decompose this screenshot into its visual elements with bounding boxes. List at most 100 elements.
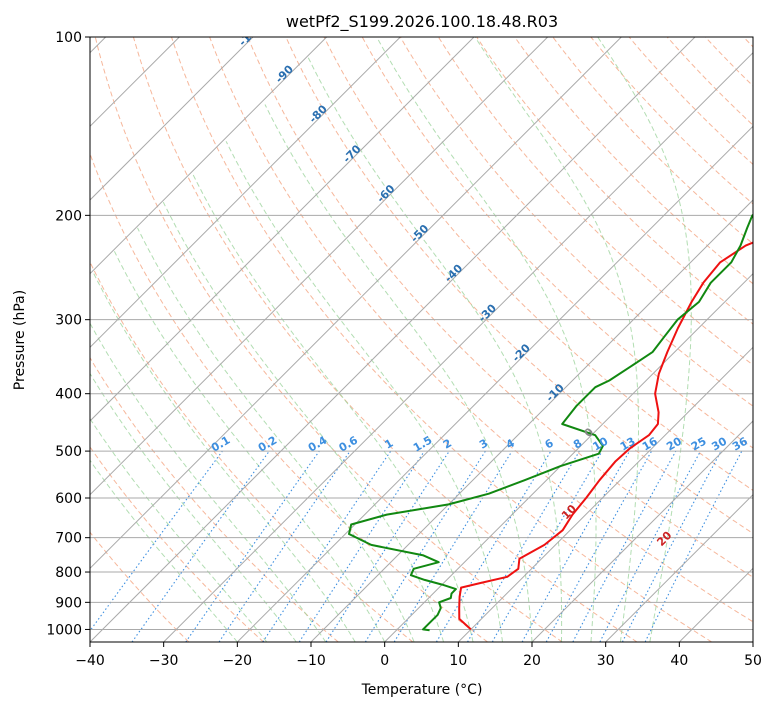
isotherm-line bbox=[90, 37, 622, 570]
isotherm-line bbox=[90, 37, 696, 642]
x-tick-label: 30 bbox=[597, 653, 615, 669]
dry-adiabat-line bbox=[209, 37, 753, 623]
y-tick-label: 600 bbox=[55, 491, 82, 507]
y-tick-label: 900 bbox=[55, 595, 82, 611]
dry-adiabat-line bbox=[437, 37, 753, 366]
dry-adiabat-line bbox=[90, 446, 264, 642]
dry-adiabat-label: 30 bbox=[757, 556, 775, 576]
moist-adiabat-line bbox=[90, 322, 327, 642]
isotherm-label: -40 bbox=[442, 262, 465, 285]
y-tick-label: 500 bbox=[55, 444, 82, 460]
mixing-ratio-label: 1 bbox=[382, 437, 395, 452]
dry-adiabat-line bbox=[361, 37, 753, 449]
moist-adiabat-line bbox=[137, 227, 415, 642]
isotherm-line bbox=[90, 37, 475, 422]
mixing-ratio-label: 6 bbox=[543, 436, 556, 451]
dry-adiabat-line bbox=[399, 37, 753, 407]
moist-adiabat-line bbox=[225, 141, 503, 642]
moist-adiabat-line bbox=[92, 272, 356, 642]
moist-adiabat-line bbox=[264, 104, 533, 642]
y-tick-label: 200 bbox=[55, 208, 82, 224]
isotherm-line bbox=[163, 51, 753, 642]
dry-adiabat-line bbox=[132, 37, 638, 642]
isotherm-line bbox=[678, 567, 753, 642]
mixing-ratio-line bbox=[599, 450, 701, 642]
isotherm-line bbox=[310, 199, 753, 642]
mixing-ratio-line bbox=[90, 450, 223, 632]
isotherm-line bbox=[752, 641, 753, 642]
y-tick-label: 700 bbox=[55, 531, 82, 547]
y-tick-label: 800 bbox=[55, 565, 82, 581]
isotherm-line bbox=[90, 37, 328, 275]
mixing-ratio-line bbox=[262, 450, 392, 642]
moist-adiabat-line bbox=[597, 37, 692, 642]
isotherm-label: -10 bbox=[544, 381, 567, 404]
dry-adiabat-line bbox=[247, 37, 753, 578]
y-tick-label: 1000 bbox=[46, 622, 82, 638]
mixing-ratio-line bbox=[325, 450, 450, 642]
mixing-ratio-label: 4 bbox=[504, 436, 517, 451]
isotherm-line bbox=[90, 37, 254, 201]
dry-adiabat-line bbox=[743, 37, 753, 48]
dry-adiabat-line bbox=[666, 37, 753, 126]
isotherm-label: -60 bbox=[374, 182, 397, 205]
dry-adiabat-line bbox=[90, 356, 339, 642]
dewpoint-profile-line bbox=[348, 213, 753, 632]
y-tick-label: 400 bbox=[55, 387, 82, 403]
moist-adiabat-line bbox=[192, 173, 474, 642]
y-tick-label: 100 bbox=[55, 30, 82, 46]
moist-adiabat-line bbox=[113, 251, 386, 642]
mixing-ratio-line bbox=[644, 450, 743, 642]
dry-adiabat-line bbox=[323, 37, 753, 491]
mixing-ratio-label: 2 bbox=[441, 437, 454, 452]
moist-adiabat-line bbox=[162, 201, 445, 642]
dry-adiabat-line bbox=[552, 37, 753, 245]
dry-adiabat-line bbox=[90, 260, 414, 642]
dry-adiabat-line bbox=[514, 37, 753, 285]
moist-adiabat-line bbox=[474, 37, 639, 642]
mixing-ratio-line bbox=[185, 450, 320, 642]
dry-adiabat-line bbox=[171, 37, 712, 642]
x-tick-label: −20 bbox=[223, 653, 253, 669]
chart-title: wetPf2_S199.2026.100.18.48.R03 bbox=[286, 12, 558, 32]
x-tick-label: 10 bbox=[449, 653, 467, 669]
dry-adiabat-line bbox=[590, 37, 753, 205]
moist-adiabat-line bbox=[376, 37, 597, 642]
isotherm-label: -100 bbox=[236, 20, 265, 49]
isotherm-line bbox=[90, 37, 549, 496]
isotherm-label: -30 bbox=[476, 301, 499, 324]
dry-adiabat-line bbox=[94, 37, 563, 642]
x-tick-label: −10 bbox=[296, 653, 326, 669]
dry-adiabat-line bbox=[285, 37, 753, 535]
y-tick-label: 300 bbox=[55, 313, 82, 329]
isotherm-label: -50 bbox=[408, 222, 431, 245]
x-tick-label: −30 bbox=[149, 653, 179, 669]
x-tick-label: 0 bbox=[380, 653, 389, 669]
isotherm-label: -20 bbox=[510, 341, 533, 364]
x-tick-label: −40 bbox=[75, 653, 105, 669]
isotherm-line bbox=[457, 346, 753, 642]
y-axis-title: Pressure (hPa) bbox=[12, 290, 28, 390]
mixing-ratio-label: 3 bbox=[477, 437, 490, 452]
x-tick-label: 20 bbox=[523, 653, 541, 669]
mixing-ratio-line bbox=[572, 450, 677, 642]
dry-adiabat-line bbox=[90, 152, 488, 642]
isotherm-line bbox=[90, 37, 401, 349]
isotherm-label: -90 bbox=[273, 62, 296, 85]
isotherm-line bbox=[384, 272, 753, 642]
plot-frame bbox=[89, 36, 754, 643]
isotherm-label: -70 bbox=[340, 142, 363, 165]
x-axis-title: Temperature (°C) bbox=[361, 682, 483, 698]
moist-adiabat-line bbox=[90, 417, 268, 642]
mixing-ratio-line bbox=[521, 450, 630, 642]
mixing-ratio-line bbox=[131, 450, 270, 642]
dry-adiabat-line bbox=[90, 531, 190, 642]
moist-adiabat-line bbox=[307, 56, 563, 642]
isotherm-line bbox=[236, 125, 753, 642]
dry-adiabat-line bbox=[704, 37, 753, 87]
temperature-profile-line bbox=[458, 241, 753, 631]
x-tick-label: 40 bbox=[670, 653, 688, 669]
mixing-ratio-line bbox=[545, 450, 653, 642]
moist-adiabat-line bbox=[90, 459, 238, 642]
